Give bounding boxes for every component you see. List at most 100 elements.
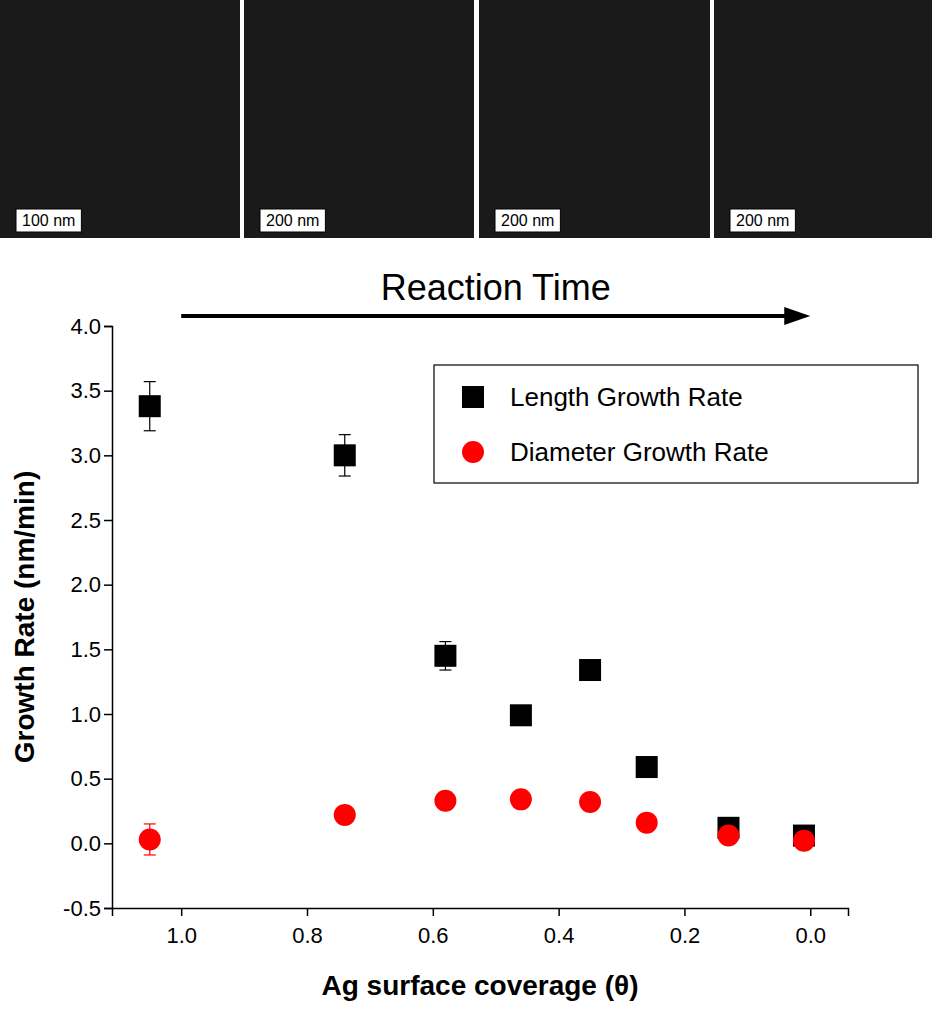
tick-label: 3.5 <box>70 378 101 403</box>
tick-mark <box>433 908 435 916</box>
tick: 3.0 <box>70 443 112 468</box>
tick: 3.5 <box>70 378 112 403</box>
series <box>139 382 815 847</box>
data-point <box>510 704 532 726</box>
tick-mark <box>104 908 112 910</box>
data-point <box>510 788 532 810</box>
tick: 1.5 <box>70 637 112 662</box>
tick: 1.0 <box>166 908 197 948</box>
tick: -0.5 <box>63 896 112 921</box>
tick: 1.0 <box>70 702 112 727</box>
tick-label: -0.5 <box>63 896 101 921</box>
data-point <box>139 828 161 850</box>
scale-bar-label: 100 nm <box>22 212 75 229</box>
tick-label: 0.8 <box>292 923 323 948</box>
legend: Length Growth Rate Diameter Growth Rate <box>434 365 918 483</box>
tick-label: 2.5 <box>70 508 101 533</box>
tick-label: 1.5 <box>70 637 101 662</box>
micrograph-background <box>244 0 474 238</box>
tick-label: 0.4 <box>544 923 575 948</box>
arrow-shaft <box>181 314 790 318</box>
axis-line <box>104 327 113 909</box>
data-point <box>579 659 601 681</box>
scale-bar-label: 200 nm <box>266 212 319 229</box>
data-point <box>334 804 356 826</box>
arrow-head <box>784 307 810 325</box>
x-axis-title: Ag surface coverage (θ) <box>321 970 638 1001</box>
y-axis: -0.5 0.0 0.5 1.0 1.5 2.0 2.5 3.0 3.5 4.0 <box>63 314 112 921</box>
legend-label: Length Growth Rate <box>510 382 743 412</box>
tick-label: 2.0 <box>70 572 101 597</box>
tick-mark <box>104 778 112 780</box>
tick: 0.5 <box>70 766 112 791</box>
data-point <box>793 830 815 852</box>
figure: 100 nm 200 nm 200 nm 200 nm Reaction Time 1.0… <box>0 0 932 1012</box>
series <box>139 788 815 855</box>
tick: 0.8 <box>292 908 323 948</box>
scale-bar-label: 200 nm <box>501 212 554 229</box>
tick-label: 0.0 <box>795 923 826 948</box>
tick: 2.0 <box>70 572 112 597</box>
micrograph-panel: 200 nm <box>714 0 932 238</box>
micrograph-background <box>479 0 710 238</box>
error-bar-cap <box>439 641 451 642</box>
tick-label: 0.2 <box>670 923 701 948</box>
tick: 0.0 <box>795 908 826 948</box>
error-bar-cap <box>439 669 451 670</box>
micrograph-panel: 200 nm <box>244 0 474 238</box>
scale-bar-box <box>16 209 81 232</box>
tick-label: 3.0 <box>70 443 101 468</box>
tick-mark <box>104 390 112 392</box>
tick: 2.5 <box>70 508 112 533</box>
tick-mark <box>104 455 112 457</box>
micrograph-panel: 200 nm <box>479 0 710 238</box>
tick-label: 4.0 <box>70 314 101 339</box>
tick: 0.6 <box>418 908 449 948</box>
tick-mark <box>104 520 112 522</box>
annotation: Reaction Time <box>381 267 611 308</box>
tick: 0.2 <box>670 908 701 948</box>
y-axis-title: Growth Rate (nm/min) <box>9 471 40 763</box>
scale-bar-box <box>495 209 560 232</box>
tick-label: 1.0 <box>70 702 101 727</box>
scale-bar-label: 200 nm <box>736 212 789 229</box>
x-axis: 1.0 0.8 0.6 0.4 0.2 0.0 <box>113 908 849 948</box>
tick: 0.4 <box>544 908 575 948</box>
legend-marker <box>462 386 484 408</box>
error-bar-cap <box>144 823 156 824</box>
tick-label: 0.6 <box>418 923 449 948</box>
data-point <box>579 791 601 813</box>
plot-marks <box>139 382 815 855</box>
tick-label: 1.0 <box>166 923 197 948</box>
error-bar-cap <box>144 381 156 382</box>
data-point <box>139 395 161 417</box>
legend-box <box>434 365 918 483</box>
tick-mark <box>810 908 812 916</box>
micrograph-panel: 100 nm <box>0 0 240 238</box>
data-point <box>334 444 356 466</box>
error-bar-cap <box>339 475 351 476</box>
tick-mark <box>558 908 560 916</box>
tick: 0.0 <box>70 831 112 856</box>
error-bar-cap <box>339 434 351 435</box>
axis-line <box>113 909 849 917</box>
micrograph-background <box>714 0 932 238</box>
data-point <box>636 812 658 834</box>
legend-marker <box>462 441 484 463</box>
tick-mark <box>104 326 112 328</box>
tick-label: 0.0 <box>70 831 101 856</box>
tick-mark <box>307 908 309 916</box>
error-bar-cap <box>144 430 156 431</box>
tick-mark <box>684 908 686 916</box>
scale-bar-box <box>260 209 325 232</box>
data-point <box>434 645 456 667</box>
tick-mark <box>104 649 112 651</box>
scale-bar-box <box>730 209 795 232</box>
tick-label: 0.5 <box>70 766 101 791</box>
legend-label: Diameter Growth Rate <box>510 437 769 467</box>
error-bar-cap <box>144 854 156 855</box>
tick-mark <box>104 714 112 716</box>
data-point <box>434 790 456 812</box>
micrograph-background <box>0 0 240 238</box>
tick-mark <box>104 843 112 845</box>
